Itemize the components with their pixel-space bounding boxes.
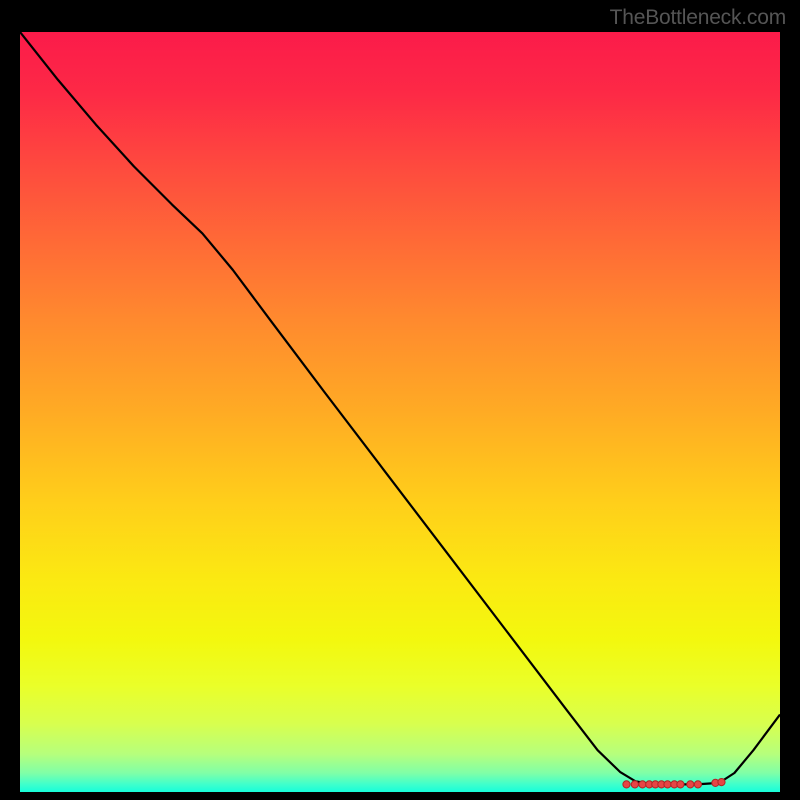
- marker-point: [623, 781, 630, 788]
- marker-point: [687, 781, 694, 788]
- marker-point: [718, 779, 725, 786]
- plot-area: [20, 32, 780, 792]
- marker-point: [639, 781, 646, 788]
- gradient-background: [20, 32, 780, 792]
- marker-point: [677, 781, 684, 788]
- chart-svg: [20, 32, 780, 792]
- marker-point: [664, 781, 671, 788]
- attribution-text: TheBottleneck.com: [610, 6, 786, 30]
- marker-point: [694, 781, 701, 788]
- chart-frame: TheBottleneck.com: [0, 0, 800, 800]
- marker-point: [631, 781, 638, 788]
